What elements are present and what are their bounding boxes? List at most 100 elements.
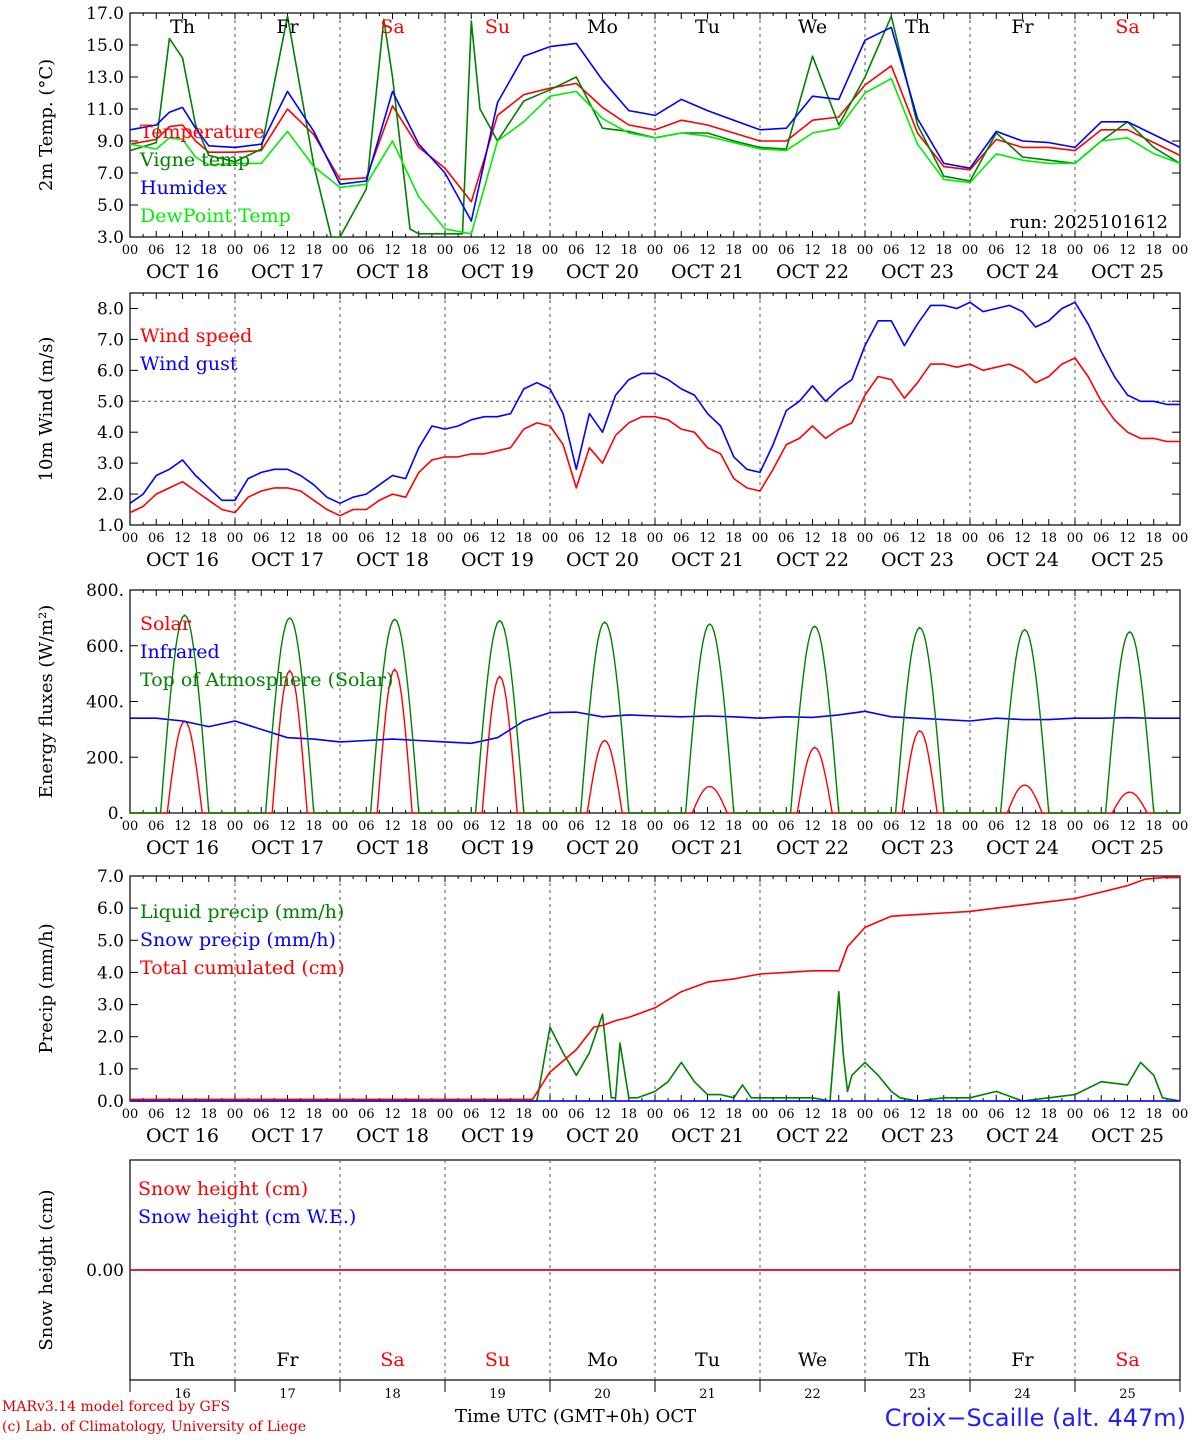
hour-tick-label: 18 — [1040, 819, 1057, 834]
hour-tick-label: 00 — [647, 1107, 664, 1122]
hour-tick-label: 18 — [725, 531, 742, 546]
hour-tick-label: 12 — [174, 531, 191, 546]
hour-tick-label: 12 — [174, 1107, 191, 1122]
hour-tick-label: 12 — [489, 819, 506, 834]
hour-tick-label: 00 — [647, 531, 664, 546]
station-name: Croix−Scaille (alt. 447m) — [884, 1404, 1186, 1432]
date-label: OCT 25 — [1091, 837, 1164, 859]
hour-tick-label: 18 — [305, 531, 322, 546]
hour-tick-label: 06 — [148, 1107, 165, 1122]
hour-tick-label: 00 — [122, 531, 139, 546]
hour-tick-label: 00 — [437, 819, 454, 834]
hour-tick-label: 18 — [830, 531, 847, 546]
y-tick-label: 1.0 — [97, 516, 124, 536]
date-label: OCT 24 — [986, 1125, 1059, 1147]
date-label: OCT 21 — [671, 1125, 744, 1147]
hour-tick-label: 18 — [620, 819, 637, 834]
hour-tick-label: 18 — [515, 819, 532, 834]
hour-tick-label: 00 — [332, 531, 349, 546]
hour-tick-label: 18 — [1145, 531, 1162, 546]
weekday-label: Mo — [587, 1349, 618, 1371]
hour-tick-label: 18 — [200, 1107, 217, 1122]
y-tick-label: 800. — [86, 581, 124, 601]
hour-tick-label: 00 — [1172, 243, 1189, 258]
day-number-label: 24 — [1014, 1387, 1031, 1402]
hour-tick-label: 00 — [1172, 1107, 1189, 1122]
legend-top-of-atmosphere-solar-: Top of Atmosphere (Solar) — [140, 669, 393, 691]
hour-tick-label: 06 — [778, 531, 795, 546]
hour-tick-label: 00 — [857, 243, 874, 258]
weekday-label: We — [798, 1349, 827, 1371]
hour-tick-label: 00 — [122, 1107, 139, 1122]
hour-tick-label: 12 — [279, 243, 296, 258]
weekday-label: Th — [170, 1349, 195, 1371]
y-tick-label: 1.0 — [97, 1060, 124, 1080]
hour-tick-label: 00 — [542, 819, 559, 834]
y-tick-label: 2.0 — [97, 485, 124, 505]
date-label: OCT 23 — [881, 549, 954, 571]
date-label: OCT 24 — [986, 549, 1059, 571]
legend-infrared: Infrared — [140, 641, 220, 663]
date-label: OCT 17 — [251, 1125, 324, 1147]
lab-credit: (c) Lab. of Climatology, University of L… — [2, 1419, 307, 1435]
hour-tick-label: 00 — [332, 243, 349, 258]
hour-tick-label: 12 — [909, 1107, 926, 1122]
y-axis-label-3: Energy fluxes (W/m²) — [36, 605, 57, 799]
day-number-label: 20 — [594, 1387, 611, 1402]
hour-tick-label: 06 — [673, 819, 690, 834]
hour-tick-label: 00 — [227, 243, 244, 258]
y-tick-label: 7.0 — [97, 330, 124, 350]
hour-tick-label: 00 — [122, 819, 139, 834]
hour-tick-label: 06 — [1093, 1107, 1110, 1122]
hour-tick-label: 18 — [1040, 243, 1057, 258]
hour-tick-label: 00 — [542, 243, 559, 258]
hour-tick-label: 00 — [857, 1107, 874, 1122]
hour-tick-label: 12 — [384, 243, 401, 258]
hour-tick-label: 06 — [358, 531, 375, 546]
hour-tick-label: 12 — [804, 819, 821, 834]
hour-tick-label: 00 — [1172, 819, 1189, 834]
weekday-label: Su — [485, 16, 510, 38]
hour-tick-label: 06 — [568, 819, 585, 834]
legend-temperature: Temperature — [140, 121, 264, 143]
series-wind-gust — [129, 301, 1180, 505]
hour-tick-label: 18 — [515, 531, 532, 546]
date-label: OCT 18 — [356, 261, 429, 283]
series-total-cumulated-cm- — [130, 876, 1180, 1101]
day-number-label: 18 — [384, 1387, 401, 1402]
y-tick-label: 15.0 — [86, 36, 124, 56]
y-tick-label: 0.0 — [97, 1092, 124, 1112]
hour-tick-label: 06 — [883, 1107, 900, 1122]
hour-tick-label: 06 — [988, 819, 1005, 834]
y-tick-label: 6.0 — [97, 899, 124, 919]
day-number-label: 22 — [804, 1387, 821, 1402]
hour-tick-label: 06 — [568, 531, 585, 546]
hour-tick-label: 06 — [988, 243, 1005, 258]
y-axis-label-5: Snow height (cm) — [36, 1189, 57, 1350]
hour-tick-label: 12 — [909, 531, 926, 546]
weekday-label: Fr — [1011, 16, 1034, 38]
weekday-label: Sa — [380, 16, 404, 38]
weekday-label: Th — [170, 16, 195, 38]
hour-tick-label: 12 — [1119, 243, 1136, 258]
date-label: OCT 17 — [251, 261, 324, 283]
hour-tick-label: 00 — [962, 819, 979, 834]
weekday-label: Mo — [587, 16, 618, 38]
y-tick-label: 7.0 — [97, 164, 124, 184]
hour-tick-label: 06 — [1093, 819, 1110, 834]
hour-tick-label: 12 — [804, 531, 821, 546]
weekday-label: Fr — [276, 1349, 299, 1371]
legend-wind-gust: Wind gust — [140, 353, 238, 375]
date-label: OCT 25 — [1091, 549, 1164, 571]
hour-tick-label: 18 — [200, 819, 217, 834]
hour-tick-label: 12 — [489, 243, 506, 258]
date-label: OCT 22 — [776, 837, 849, 859]
run-label: run: 2025101612 — [1010, 212, 1168, 233]
date-label: OCT 20 — [566, 549, 639, 571]
hour-tick-label: 06 — [673, 531, 690, 546]
hour-tick-label: 06 — [883, 531, 900, 546]
hour-tick-label: 12 — [489, 531, 506, 546]
y-tick-label: 5.0 — [97, 931, 124, 951]
weekday-label: Tu — [695, 1349, 720, 1371]
y-tick-label: 3.0 — [97, 454, 124, 474]
